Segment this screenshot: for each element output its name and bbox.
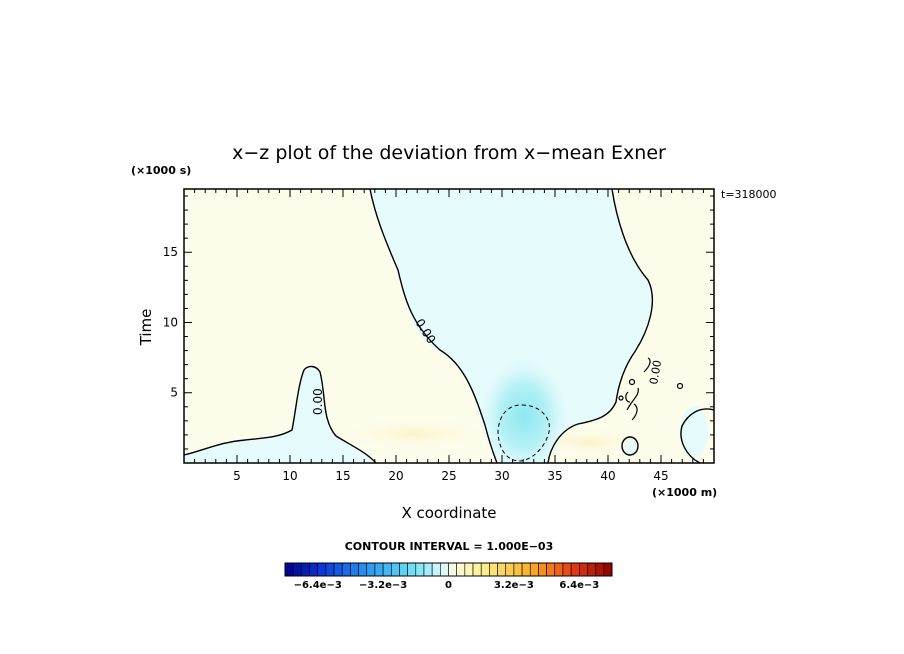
zero-contour-island (680, 408, 714, 463)
x-axis-label: X coordinate (401, 504, 496, 522)
colorbar-bin (284, 562, 294, 577)
colorbar-labels: −6.4e−3 −3.2e−3 0 3.2e−3 6.4e−3 (294, 580, 600, 591)
colorbar-bin (505, 562, 515, 577)
y-tick-label: 15 (163, 245, 178, 259)
negative-core-shading (480, 358, 568, 463)
colorbar-bin (595, 562, 605, 577)
colorbar-bin (374, 562, 384, 577)
zero-contour (369, 189, 498, 463)
x-tick-label: 30 (494, 469, 509, 483)
colorbar-tick-label: −6.4e−3 (294, 580, 342, 591)
colorbar-bin (292, 562, 302, 577)
x-tick-label: 35 (547, 469, 562, 483)
colorbar-bin (456, 562, 466, 577)
negative-island (680, 406, 708, 458)
colorbar-bin (472, 562, 482, 577)
colorbar-bin (448, 562, 457, 577)
zero-contour-island (621, 436, 639, 456)
zero-contour-fragments (625, 357, 651, 421)
colorbar-bin (350, 562, 359, 577)
colorbar-bin (554, 562, 564, 577)
colorbar-bin (440, 562, 449, 577)
colorbar-bin (333, 562, 343, 577)
y-tick-label: 5 (170, 386, 178, 400)
zero-contour-fragment (628, 378, 636, 386)
colorbar-bin (366, 562, 376, 577)
y-unit-label: (×1000 s) (131, 164, 191, 177)
colorbar-bin (587, 562, 596, 577)
colorbar-bin (317, 562, 327, 577)
x-tick-label: 10 (282, 469, 297, 483)
colorbar-bin (464, 562, 474, 577)
colorbar-bin (325, 562, 335, 577)
colorbar-bin (407, 562, 417, 577)
colorbar-bin (497, 562, 507, 577)
zero-contour (184, 365, 377, 463)
colorbar-bin (390, 562, 400, 577)
zero-contour-fragment (618, 395, 624, 401)
colorbar-bin (423, 562, 433, 577)
colorbar-bin (603, 562, 613, 577)
colorbar-bin (521, 562, 531, 577)
y-axis-label: Time (137, 309, 155, 347)
colorbar-bin (513, 562, 523, 577)
zero-contour (547, 189, 654, 463)
axis-ticks (184, 189, 714, 463)
colorbar-tick-label: −3.2e−3 (359, 580, 407, 591)
x-tick-label: 40 (600, 469, 615, 483)
colorbar-bin (301, 562, 310, 577)
negative-lower-left-region (184, 366, 376, 463)
colorbar-bin (529, 562, 539, 577)
contour-interval-label: CONTOUR INTERVAL = 1.000E−03 (345, 540, 554, 553)
negative-column-region (370, 189, 653, 463)
colorbar-bin (489, 562, 498, 577)
colorbar-bin (382, 562, 392, 577)
x-tick-label: 45 (653, 469, 668, 483)
colorbar-bin (399, 562, 408, 577)
colorbar-tick-label: 3.2e−3 (494, 580, 534, 591)
contour-label: 0.00 (647, 359, 664, 385)
x-tick-label: 15 (335, 469, 350, 483)
x-tick-label: 20 (388, 469, 403, 483)
colorbar-frame (284, 562, 613, 577)
positive-band (340, 418, 490, 450)
colorbar-bin (415, 562, 425, 577)
heatmap-field (184, 189, 714, 463)
zero-contour-fragment (676, 382, 684, 390)
colorbar-bin (578, 562, 588, 577)
contour-label: 0.00 (311, 388, 325, 415)
colorbar-tick-label: 6.4e−3 (559, 580, 599, 591)
x-tick-label: 25 (441, 469, 456, 483)
chart-title: x−z plot of the deviation from x−mean Ex… (232, 142, 666, 164)
colorbar-bin (546, 562, 556, 577)
colorbar-bin (538, 562, 547, 577)
x-unit-label: (×1000 m) (652, 486, 717, 499)
colorbar (284, 562, 613, 577)
colorbar-bin (431, 562, 441, 577)
colorbar-bin (480, 562, 490, 577)
x-tick-label: 5 (233, 469, 241, 483)
axis-tick-labels: 5 10 15 20 25 30 35 40 45 5 10 15 (163, 245, 669, 483)
colorbar-bin (309, 562, 318, 577)
colorbar-tick-label: 0 (445, 580, 452, 591)
time-label: t=318000 (721, 188, 777, 201)
colorbar-bin (341, 562, 351, 577)
colorbar-bin (358, 562, 368, 577)
y-tick-label: 10 (163, 315, 178, 329)
colorbar-bin (562, 562, 572, 577)
colorbar-bin (570, 562, 580, 577)
negative-contour (497, 404, 550, 462)
